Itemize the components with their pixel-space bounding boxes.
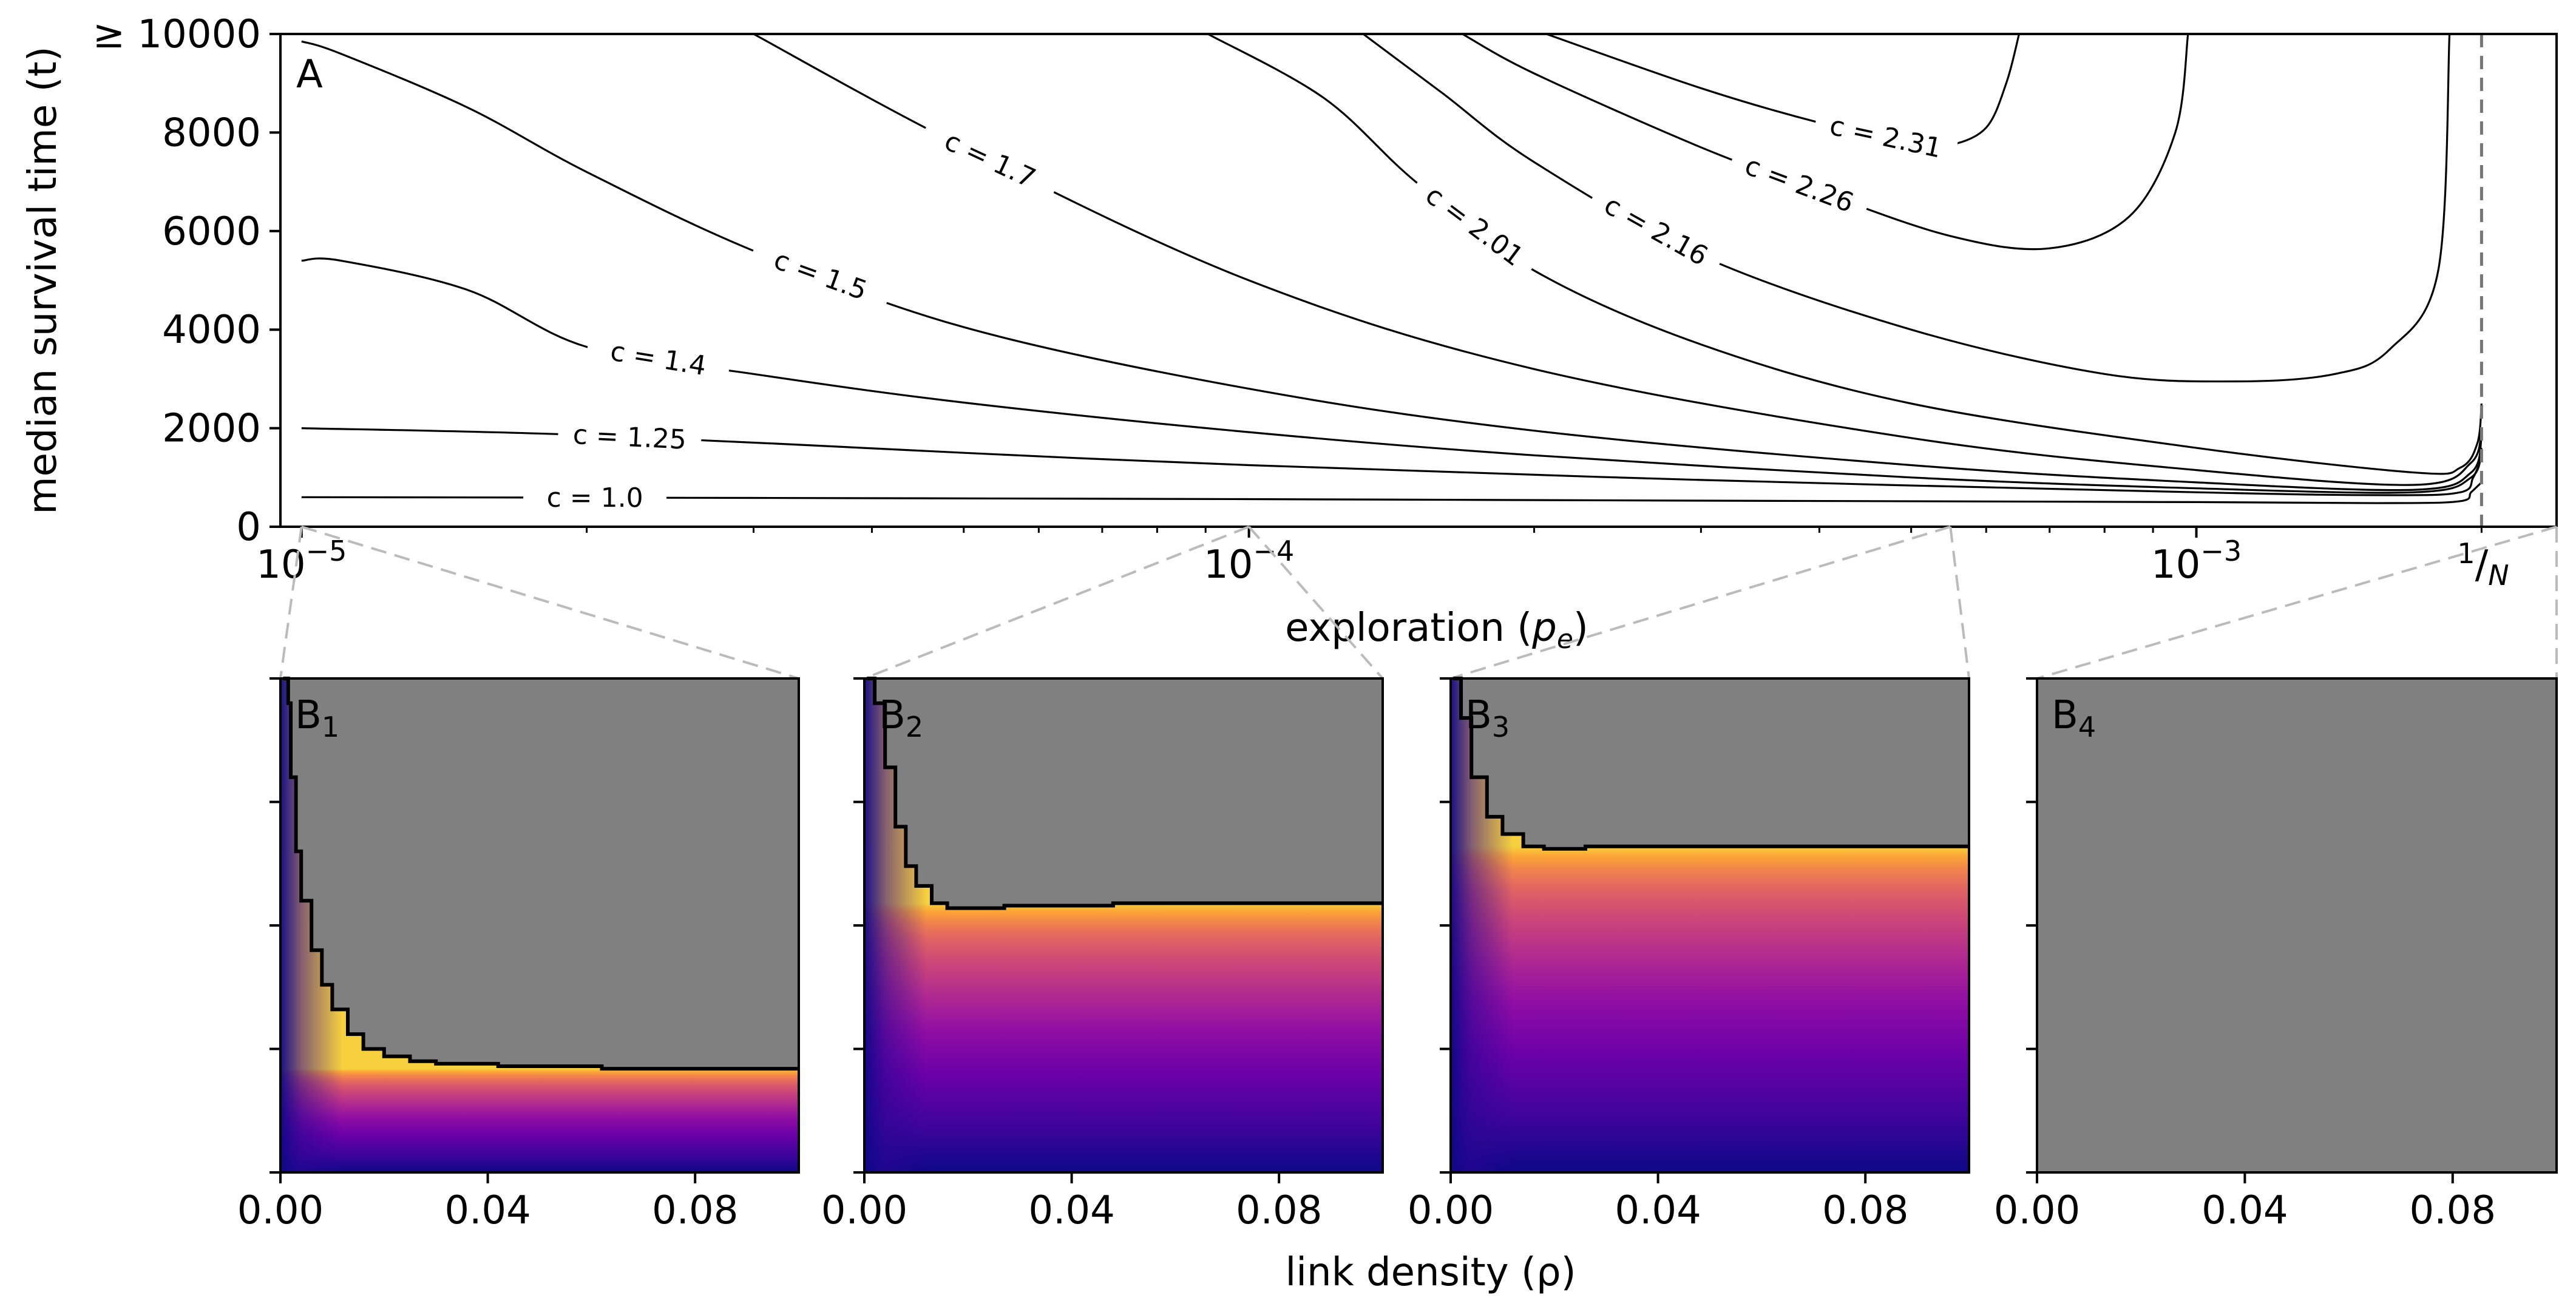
curve-label-group: c = 2.26 — [1726, 142, 1873, 226]
x-tick-label: 0.04 — [444, 1188, 531, 1233]
connector-line — [1450, 526, 1951, 680]
x-tick-label: 0.08 — [1822, 1188, 1909, 1233]
panel-b1: 0.00 0.04 0.08 B1 — [237, 677, 800, 1233]
curve-231 — [1546, 34, 2021, 147]
curve-labels: c = 1.0 c = 1.25 c = 1.4 c = 1.5 c = 1.7 c = … — [523, 104, 1960, 515]
curve-label-group: c = 1.5 — [747, 233, 894, 316]
masked-region — [2037, 678, 2557, 1172]
boundary-contour — [1453, 677, 1969, 851]
curve-label: c = 2.16 — [1599, 189, 1713, 272]
panel-label: B2 — [879, 693, 923, 743]
curve-label-bg — [1812, 104, 1960, 169]
x-tick-label: 0.04 — [1028, 1188, 1115, 1233]
y-axis-label: median survival time (t) — [21, 46, 66, 514]
connector-line — [864, 526, 1250, 680]
x-tick-label: 0.04 — [2201, 1188, 2288, 1233]
curve-label-bg — [1585, 179, 1727, 281]
curve-15 — [301, 40, 2483, 492]
curve-label-bg — [523, 479, 667, 515]
curve-14 — [301, 257, 2483, 494]
boundary-contour — [867, 677, 1383, 910]
curve-label-group: c = 1.4 — [585, 329, 732, 387]
curve-label-bg — [1407, 168, 1543, 283]
x-tick-label: 0.04 — [1615, 1188, 1701, 1233]
x-axis-label-exploration: exploration (pe) — [1285, 606, 1588, 655]
curve-226 — [1462, 34, 2189, 251]
boundary-contour — [283, 677, 799, 1071]
curve-label-group: c = 2.16 — [1585, 179, 1727, 281]
one-over-n-label: 1/N — [2457, 537, 2509, 592]
masked-region — [1451, 678, 1969, 849]
panel-a-ticks: 0 2000 4000 6000 8000 ≥ 10000 10−5 10−4 10−3 1/N — [92, 12, 2509, 592]
x-axis-label-link-density: link density (ρ) — [1285, 1250, 1576, 1295]
curve-201 — [1207, 34, 2483, 475]
panel-label: B3 — [1465, 693, 1510, 743]
curve-17 — [753, 34, 2483, 486]
curve-10 — [301, 481, 2483, 504]
panel-a: c = 1.0 c = 1.25 c = 1.4 c = 1.5 c = 1.7 c = … — [21, 12, 2558, 655]
masked-region — [280, 678, 799, 1069]
panel-label: B1 — [295, 693, 339, 743]
zoom-connectors — [279, 526, 2558, 680]
panel-b3: 0.00 0.04 0.08 B3 — [1408, 677, 1970, 1233]
curve-label-group: c = 2.01 — [1407, 168, 1543, 283]
x-tick-label: 0.00 — [1408, 1188, 1494, 1233]
curve-label-group: c = 1.0 — [523, 479, 667, 515]
x-tick-label: 10−4 — [1204, 535, 1294, 587]
masked-region — [864, 678, 1383, 908]
curve-label-bg — [918, 112, 1063, 206]
y-tick-label: 8000 — [162, 110, 261, 155]
curve-label: c = 1.25 — [572, 419, 687, 456]
connector-line — [1949, 526, 1970, 679]
x-tick-label: 0.00 — [1994, 1188, 2081, 1233]
x-tick-label: 0.08 — [652, 1188, 739, 1233]
curve-label-bg — [747, 233, 894, 316]
curve-label: c = 1.0 — [547, 482, 643, 513]
x-tick-label: 10−3 — [2151, 535, 2242, 587]
x-tick-label: 0.00 — [821, 1188, 908, 1233]
curve-label: c = 1.5 — [770, 245, 871, 306]
connector-line — [2036, 526, 2557, 680]
curve-label-bg — [557, 415, 702, 458]
panel-a-label: A — [296, 52, 323, 97]
y-tick-label: 0 — [236, 505, 261, 550]
curve-216 — [1362, 34, 2451, 383]
y-tick-label: 4000 — [162, 308, 261, 353]
curve-label: c = 1.7 — [940, 126, 1040, 194]
connector-line — [301, 526, 799, 680]
curve-label-bg — [1726, 142, 1873, 226]
curve-label-group: c = 1.25 — [557, 415, 702, 458]
curve-label-group: c = 2.31 — [1812, 104, 1960, 169]
curve-label-group: c = 1.7 — [918, 112, 1063, 206]
curve-label: c = 2.01 — [1420, 180, 1529, 272]
panel-label: B4 — [2052, 693, 2096, 743]
connector-line — [279, 526, 303, 679]
curve-label: c = 2.26 — [1741, 150, 1858, 218]
x-tick-label: 0.08 — [2410, 1188, 2496, 1233]
panel-b4: 0.00 0.04 0.08 B4 — [1994, 677, 2558, 1233]
panel-a-frame — [279, 33, 2558, 528]
y-tick-label: ≥ 10000 — [92, 12, 261, 57]
y-tick-label: 6000 — [162, 209, 261, 254]
connector-line — [1248, 526, 1384, 680]
curve-label-bg — [585, 329, 732, 387]
x-tick-label: 0.08 — [1236, 1188, 1323, 1233]
y-tick-label: 2000 — [162, 407, 261, 451]
panels-b: 0.00 0.04 0.08 B1 0.00 0.04 0.08 B2 0.00 0.04 0.08… — [237, 677, 2558, 1233]
x-tick-label: 0.00 — [237, 1188, 324, 1233]
panel-b2: 0.00 0.04 0.08 B2 — [821, 677, 1384, 1233]
x-tick-label: 10−5 — [256, 535, 347, 587]
